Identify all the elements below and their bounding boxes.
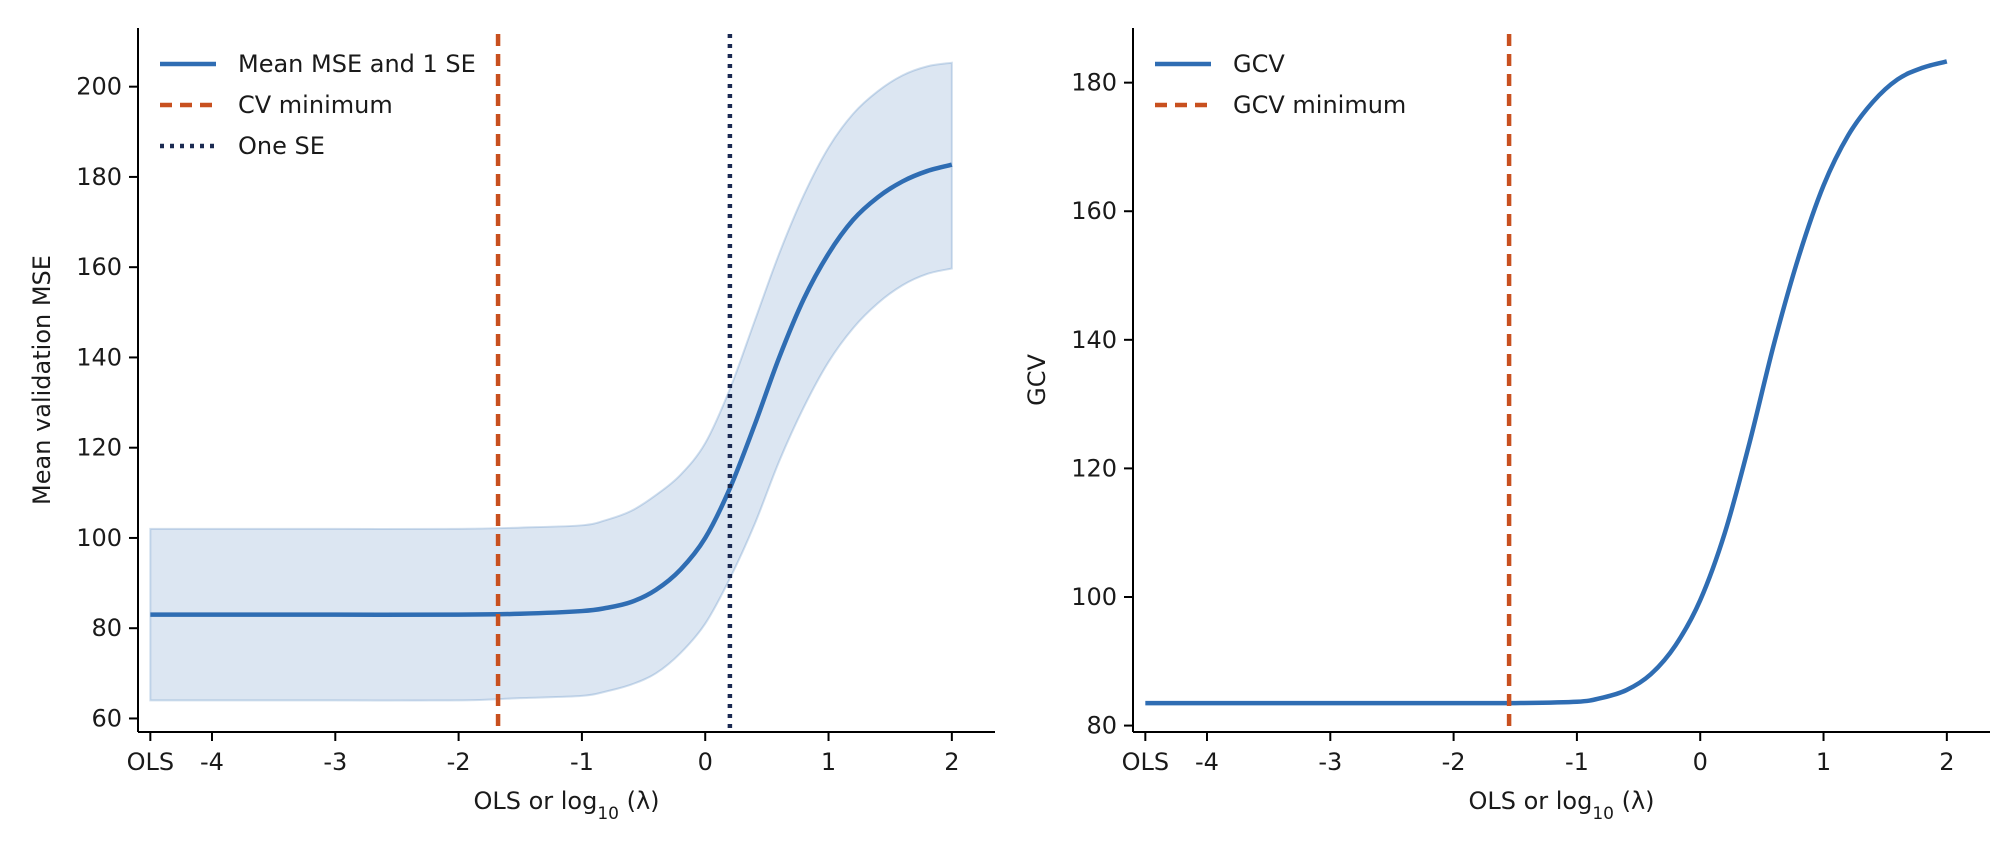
x-tick-label: 1 [821,748,836,776]
y-tick-label: 100 [76,524,122,552]
y-tick-label: 100 [1071,583,1117,611]
legend: GCV GCV minimum [1155,50,1406,119]
y-tick-label: 160 [76,253,122,281]
y-tick-label: 180 [76,163,122,191]
y-tick-label: 120 [1071,454,1117,482]
y-tick-label: 180 [1071,69,1117,97]
x-axis-label: OLS or log10 (λ) [1468,787,1654,824]
x-tick-label: 0 [1693,748,1708,776]
x-tick-label: OLS [1122,748,1170,776]
chart-panel-2: OLS -4 -3 -2 -1 0 1 2 80 100 120 140 160 180 OLS or lo… [1023,28,1990,824]
x-tick-label: -4 [200,748,224,776]
y-tick-label: 60 [91,704,122,732]
chart-panel-1: OLS -4 -3 -2 -1 0 1 2 60 80 100 120 140 160 180 200 OLS … [28,28,995,824]
legend-label: One SE [238,132,325,160]
x-tick-label: 2 [1939,748,1954,776]
legend-label: GCV [1233,50,1285,78]
x-tick-label: -1 [570,748,594,776]
x-tick-label: OLS [127,748,175,776]
legend: Mean MSE and 1 SE CV minimum One SE [160,50,476,160]
x-tick-label: -3 [1318,748,1342,776]
y-tick-label: 80 [91,614,122,642]
y-tick-label: 120 [76,434,122,462]
x-tick-label: 2 [944,748,959,776]
x-tick-label: 1 [1816,748,1831,776]
legend-label: GCV minimum [1233,91,1406,119]
x-axis-label: OLS or log10 (λ) [473,787,659,824]
series-line [150,162,953,617]
legend-label: CV minimum [238,91,393,119]
legend-label: Mean MSE and 1 SE [238,50,476,78]
y-tick-label: 80 [1086,712,1117,740]
y-axis-label: Mean validation MSE [28,255,56,505]
x-tick-label: -2 [447,748,471,776]
series-line [1145,59,1948,706]
y-tick-label: 200 [76,73,122,101]
x-tick-label: -4 [1195,748,1219,776]
x-tick-label: -2 [1442,748,1466,776]
y-tick-label: 140 [1071,326,1117,354]
x-tick-label: 0 [698,748,713,776]
y-axis-label: GCV [1023,354,1051,406]
y-tick-label: 140 [76,343,122,371]
y-tick-label: 160 [1071,197,1117,225]
x-tick-label: -1 [1565,748,1589,776]
x-tick-label: -3 [323,748,347,776]
